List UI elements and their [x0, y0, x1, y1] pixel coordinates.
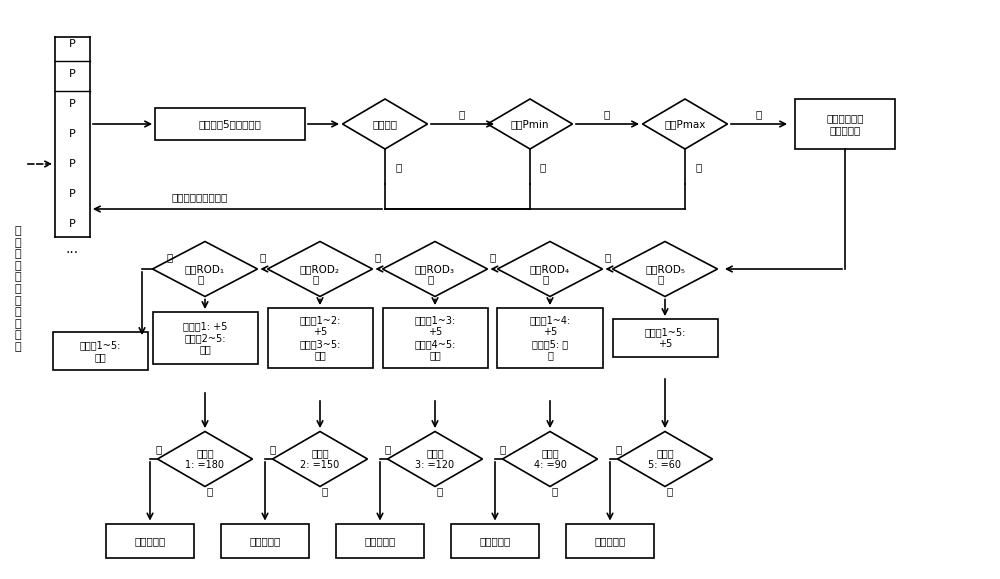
Text: 计数器1~2:
+5
计数器3~5:
归零: 计数器1~2: +5 计数器3~5: 归零: [299, 316, 341, 360]
Text: 关阀，报警: 关阀，报警: [594, 536, 626, 546]
Text: 大于ROD₃: 大于ROD₃: [415, 264, 455, 274]
Text: 计数器
4: =90: 计数器 4: =90: [534, 448, 566, 470]
Text: 单调递减: 单调递减: [372, 119, 398, 129]
Text: 是: 是: [198, 274, 204, 284]
Text: 否: 否: [374, 252, 381, 262]
Text: 否: 否: [552, 486, 558, 496]
Text: 关阀，报警: 关阀，报警: [134, 536, 166, 546]
Text: 计算中间时刻
的压降速率: 计算中间时刻 的压降速率: [826, 113, 864, 135]
Text: 是: 是: [155, 444, 161, 454]
Text: 关阀，报警: 关阀，报警: [364, 536, 396, 546]
Text: 是: 是: [313, 274, 319, 284]
Text: 是: 是: [270, 444, 276, 454]
Text: 是: 是: [658, 274, 664, 284]
Text: 关阀，报警: 关阀，报警: [249, 536, 281, 546]
Text: 否: 否: [395, 162, 401, 172]
Text: P: P: [69, 129, 75, 139]
Text: 计数器
3: =120: 计数器 3: =120: [415, 448, 455, 470]
Text: 大于ROD₅: 大于ROD₅: [645, 264, 685, 274]
Text: 否: 否: [322, 486, 328, 496]
Text: P: P: [69, 39, 75, 49]
Text: 否: 否: [167, 252, 173, 262]
Text: 关阀，报警: 关阀，报警: [479, 536, 511, 546]
Text: P: P: [69, 189, 75, 199]
Text: 是: 是: [543, 274, 549, 284]
Text: 是: 是: [604, 109, 610, 119]
Text: 计数器1~5:
+5: 计数器1~5: +5: [644, 327, 686, 349]
Text: 否: 否: [604, 252, 611, 262]
Text: 计数器1~3:
+5
计数器4~5:
归零: 计数器1~3: +5 计数器4~5: 归零: [414, 316, 456, 360]
Text: 否: 否: [259, 252, 266, 262]
Text: 接收处理5个最新数据: 接收处理5个最新数据: [199, 119, 261, 129]
Text: P: P: [69, 69, 75, 79]
Text: 传
感
器
采
集
到
的
压
力
数
据: 传 感 器 采 集 到 的 压 力 数 据: [15, 226, 21, 352]
Text: P: P: [69, 159, 75, 169]
Text: 是: 是: [428, 274, 434, 284]
Text: 计数器
2: =150: 计数器 2: =150: [300, 448, 340, 470]
Text: 否: 否: [667, 486, 673, 496]
Text: 计数器1~5:
归零: 计数器1~5: 归零: [79, 340, 121, 362]
Text: 滚动接收下一个数据: 滚动接收下一个数据: [172, 192, 228, 202]
Text: 计数器
5: =60: 计数器 5: =60: [648, 448, 682, 470]
Text: 否: 否: [489, 252, 496, 262]
Text: ...: ...: [65, 242, 79, 256]
Text: P: P: [69, 219, 75, 229]
Text: 是: 是: [756, 109, 762, 119]
Text: 是: 是: [385, 444, 391, 454]
Text: 是: 是: [615, 444, 621, 454]
Text: 是: 是: [500, 444, 506, 454]
Text: 计数器
1: =180: 计数器 1: =180: [185, 448, 224, 470]
Text: 大于ROD₂: 大于ROD₂: [300, 264, 340, 274]
Text: 计数器1~4:
+5
计数器5: 归
零: 计数器1~4: +5 计数器5: 归 零: [529, 316, 571, 360]
Text: P: P: [69, 99, 75, 109]
Text: 大于Pmin: 大于Pmin: [511, 119, 549, 129]
Text: 是: 是: [459, 109, 465, 119]
Text: 大于ROD₄: 大于ROD₄: [530, 264, 570, 274]
Text: 大于ROD₁: 大于ROD₁: [185, 264, 225, 274]
Text: 否: 否: [207, 486, 213, 496]
Text: 小于Pmax: 小于Pmax: [664, 119, 706, 129]
Text: 否: 否: [695, 162, 701, 172]
Text: 计数器1: +5
计数器2~5:
归零: 计数器1: +5 计数器2~5: 归零: [183, 321, 227, 354]
Text: 否: 否: [437, 486, 443, 496]
Text: 否: 否: [540, 162, 546, 172]
